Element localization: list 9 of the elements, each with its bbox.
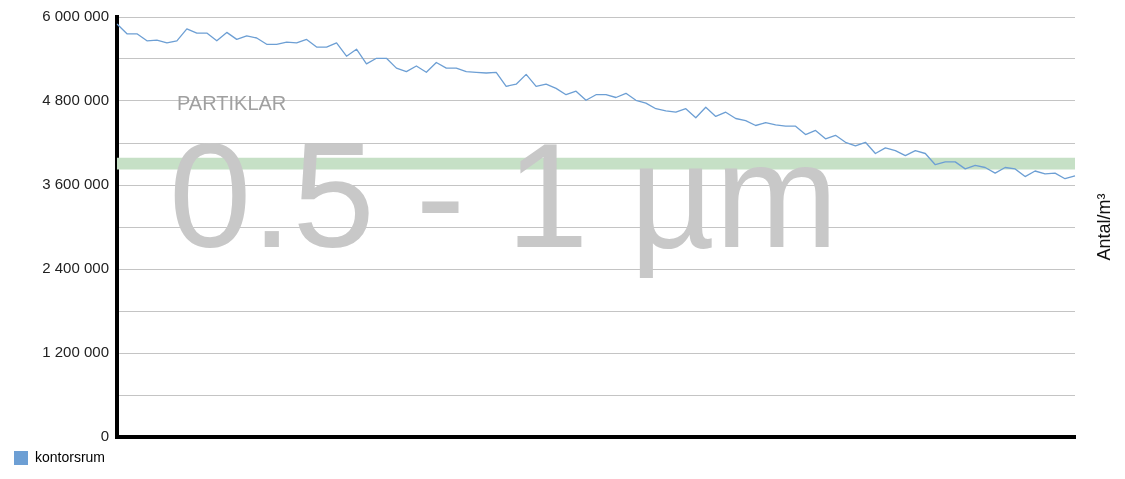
y-tick-label: 3 600 000 — [42, 175, 109, 193]
y-tick-label: 0 — [100, 427, 109, 445]
annotation: PARTIKLAR — [177, 92, 287, 114]
legend-label: kontorsrum — [35, 448, 106, 465]
y-tick-label: 6 000 000 — [42, 7, 109, 25]
y-tick-label: 1 200 000 — [42, 343, 109, 361]
y-axis-title: Antal/m³ — [1093, 193, 1114, 261]
y-tick-label: 4 800 000 — [42, 91, 109, 109]
y-tick-label: 2 400 000 — [42, 259, 109, 277]
